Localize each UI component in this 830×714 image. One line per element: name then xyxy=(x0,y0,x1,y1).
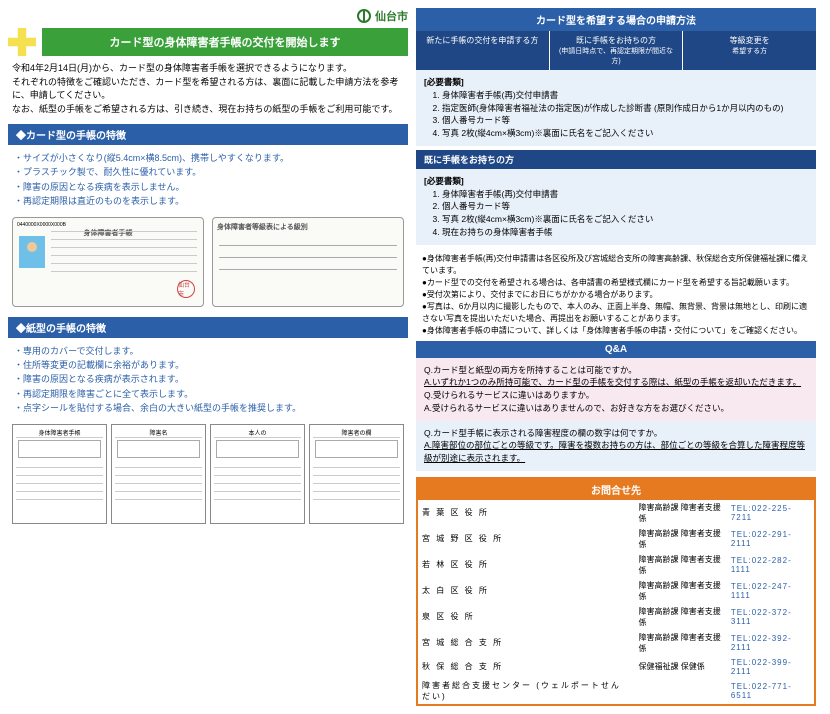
contact-row: 青 葉 区 役 所障害高齢課 障害者支援係TEL:022-225-7211 xyxy=(418,500,814,526)
qa-a: A.障害部位の部位ごとの等級です。障害を複数お持ちの方は、部位ごとの等級を合算し… xyxy=(424,439,808,465)
bullet-item: 住所等変更の記載欄に余裕があります。 xyxy=(14,358,408,372)
contact-tel: TEL:022-392-2111 xyxy=(727,630,814,656)
card-section-header: ◆カード型の手帳の特徴 xyxy=(8,124,408,145)
bullet-item: 障害の原因となる疾病が表示されます。 xyxy=(14,372,408,386)
city-header: 仙台市 xyxy=(8,8,408,24)
paper-sample-item: 本人の xyxy=(210,424,305,524)
contact-row: 太 白 区 役 所障害高齢課 障害者支援係TEL:022-247-1111 xyxy=(418,578,814,604)
city-name: 仙台市 xyxy=(375,8,408,24)
bullet-item: 障害の原因となる疾病を表示しません。 xyxy=(14,180,408,194)
card-bullets: サイズが小さくなり(縦5.4cm×横8.5cm)、携帯しやすくなります。プラスチ… xyxy=(8,151,408,209)
plus-icon xyxy=(8,28,36,56)
contact-dept: 障害高齢課 障害者支援係 xyxy=(635,578,727,604)
contact-dept: 障害高齢課 障害者支援係 xyxy=(635,604,727,630)
contact-header: お問合せ先 xyxy=(418,479,814,500)
contact-office: 宮 城 野 区 役 所 xyxy=(418,526,635,552)
contact-tel: TEL:022-771-6511 xyxy=(727,678,814,704)
bullet-item: 再認定期限を障害ごとに全て表示します。 xyxy=(14,387,408,401)
contact-row: 宮 城 野 区 役 所障害高齢課 障害者支援係TEL:022-291-2111 xyxy=(418,526,814,552)
bullet-item: 再認定期限は直近のものを表示します。 xyxy=(14,194,408,208)
contact-table: 青 葉 区 役 所障害高齢課 障害者支援係TEL:022-225-7211宮 城… xyxy=(418,500,814,704)
main-title: カード型の身体障害者手帳の交付を開始します xyxy=(42,28,408,56)
req-item: 身体障害者手帳(再)交付申請書 xyxy=(442,89,808,102)
sub-header-2: 既に手帳をお持ちの方 xyxy=(416,150,816,169)
intro-text: 令和4年2月14日(月)から、カード型の身体障害者手帳を選択できるようになります… xyxy=(8,62,408,116)
req-item: 写真 2枚(縦4cm×横3cm)※裏面に氏名をご記入ください xyxy=(442,213,808,226)
note-item: 身体障害者手帳(再)交付申請書は各区役所及び宮城総合支所の障害高齢課、秋保総合支… xyxy=(422,253,810,277)
paper-sample-item: 障害者の欄 xyxy=(309,424,404,524)
notes-block: 身体障害者手帳(再)交付申請書は各区役所及び宮城総合支所の障害高齢課、秋保総合支… xyxy=(416,249,816,341)
requirements-box-1: [必要書類] 身体障害者手帳(再)交付申請書指定医師(身体障害者福祉法の指定医)… xyxy=(416,70,816,146)
contact-tel: TEL:022-372-3111 xyxy=(727,604,814,630)
contact-dept: 保健福祉課 保健係 xyxy=(635,656,727,678)
req-item: 個人番号カード等 xyxy=(442,114,808,127)
qa-a2: A.受けられるサービスに違いはありませんので、お好きな方をお選びください。 xyxy=(424,402,808,415)
contact-row: 若 林 区 役 所障害高齢課 障害者支援係TEL:022-282-1111 xyxy=(418,552,814,578)
requirements-box-2: [必要書類] 身体障害者手帳(再)交付申請書個人番号カード等写真 2枚(縦4cm… xyxy=(416,169,816,245)
qa-q: Q.カード型手帳に表示される障害程度の欄の数字は何ですか。 xyxy=(424,427,808,440)
main-banner: カード型の身体障害者手帳の交付を開始します xyxy=(8,28,408,56)
bullet-item: 専用のカバーで交付します。 xyxy=(14,344,408,358)
card-back-sample: 身体障害者等級表による級別 xyxy=(212,217,404,307)
req-item: 身体障害者手帳(再)交付申請書 xyxy=(442,188,808,201)
paper-sample-item: 障害名 xyxy=(111,424,206,524)
contact-office: 宮 城 総 合 支 所 xyxy=(418,630,635,656)
bullet-item: プラスチック製で、耐久性に優れています。 xyxy=(14,165,408,179)
contact-dept xyxy=(635,678,727,704)
req-title-2: [必要書類] xyxy=(424,175,808,188)
contact-row: 宮 城 総 合 支 所障害高齢課 障害者支援係TEL:022-392-2111 xyxy=(418,630,814,656)
contact-tel: TEL:022-399-2111 xyxy=(727,656,814,678)
method-tab: 等級変更を希望する方 xyxy=(683,31,816,70)
contact-row: 障害者総合支援センター (ウェルポートせんだい) TEL:022-771-6511 xyxy=(418,678,814,704)
city-logo-icon xyxy=(357,9,371,23)
paper-sample-item: 身体障害者手帳 xyxy=(12,424,107,524)
qa-a: A.いずれか1つのみ所持可能で、カード型の手帳を交付する際は、紙型の手帳を返却い… xyxy=(424,376,808,389)
qa-item-1: Q.カード型と紙型の両方を所持することは可能ですか。 A.いずれか1つのみ所持可… xyxy=(416,358,816,421)
contact-box: お問合せ先 青 葉 区 役 所障害高齢課 障害者支援係TEL:022-225-7… xyxy=(416,477,816,706)
paper-bullets: 専用のカバーで交付します。住所等変更の記載欄に余裕があります。障害の原因となる疾… xyxy=(8,344,408,416)
req-item: 写真 2枚(縦4cm×横3cm)※裏面に氏名をご記入ください xyxy=(442,127,808,140)
contact-row: 秋 保 総 合 支 所保健福祉課 保健係TEL:022-399-2111 xyxy=(418,656,814,678)
stamp-icon: 仙台市 xyxy=(177,280,195,298)
photo-placeholder-icon xyxy=(19,236,45,268)
contact-dept: 障害高齢課 障害者支援係 xyxy=(635,552,727,578)
card-back-title: 身体障害者等級表による級別 xyxy=(217,222,399,232)
method-header: カード型を希望する場合の申請方法 xyxy=(416,8,816,31)
req-title: [必要書類] xyxy=(424,76,808,89)
bullet-item: サイズが小さくなり(縦5.4cm×横8.5cm)、携帯しやすくなります。 xyxy=(14,151,408,165)
qa-header: Q&A xyxy=(416,341,816,358)
note-item: 受付次第により、交付までにお日にちがかかる場合があります。 xyxy=(422,289,810,301)
qa-q2: Q.受けられるサービスに違いはありますか。 xyxy=(424,389,808,402)
contact-office: 太 白 区 役 所 xyxy=(418,578,635,604)
note-item: 身体障害者手帳の申請について、詳しくは「身体障害者手帳の申請・交付について」をご… xyxy=(422,325,810,337)
paper-section-header: ◆紙型の手帳の特徴 xyxy=(8,317,408,338)
contact-dept: 障害高齢課 障害者支援係 xyxy=(635,526,727,552)
contact-office: 障害者総合支援センター (ウェルポートせんだい) xyxy=(418,678,635,704)
contact-tel: TEL:022-247-1111 xyxy=(727,578,814,604)
method-tab: 新たに手帳の交付を申請する方 xyxy=(416,31,550,70)
contact-office: 青 葉 区 役 所 xyxy=(418,500,635,526)
contact-tel: TEL:022-282-1111 xyxy=(727,552,814,578)
qa-q: Q.カード型と紙型の両方を所持することは可能ですか。 xyxy=(424,364,808,377)
card-front-sample: 0440000X0000X000B 身体障害者手帳 仙台市 xyxy=(12,217,204,307)
contact-office: 秋 保 総 合 支 所 xyxy=(418,656,635,678)
method-tabs: 新たに手帳の交付を申請する方既に手帳をお持ちの方(申請日時点で、再認定期限が間近… xyxy=(416,31,816,70)
note-item: カード型での交付を希望される場合は、各申請書の希望様式欄にカード型を希望する旨記… xyxy=(422,277,810,289)
note-item: 写真は、6か月以内に撮影したもので、本人のみ、正面上半身、無帽、無背景、背景は無… xyxy=(422,301,810,325)
method-tab: 既に手帳をお持ちの方(申請日時点で、再認定期限が間近な方) xyxy=(550,31,684,70)
card-samples: 0440000X0000X000B 身体障害者手帳 仙台市 身体障害者等級表によ… xyxy=(8,217,408,307)
req-item: 現在お持ちの身体障害者手帳 xyxy=(442,226,808,239)
contact-dept: 障害高齢課 障害者支援係 xyxy=(635,500,727,526)
contact-dept: 障害高齢課 障害者支援係 xyxy=(635,630,727,656)
paper-samples: 身体障害者手帳障害名本人の障害者の欄 xyxy=(8,424,408,524)
contact-tel: TEL:022-291-2111 xyxy=(727,526,814,552)
contact-office: 若 林 区 役 所 xyxy=(418,552,635,578)
req-item: 個人番号カード等 xyxy=(442,200,808,213)
contact-office: 泉 区 役 所 xyxy=(418,604,635,630)
contact-tel: TEL:022-225-7211 xyxy=(727,500,814,526)
qa-item-2: Q.カード型手帳に表示される障害程度の欄の数字は何ですか。 A.障害部位の部位ご… xyxy=(416,421,816,471)
req-item: 指定医師(身体障害者福祉法の指定医)が作成した診断書 (原則作成日から1か月以内… xyxy=(442,102,808,115)
bullet-item: 点字シールを貼付する場合、余白の大きい紙型の手帳を推奨します。 xyxy=(14,401,408,415)
contact-row: 泉 区 役 所障害高齢課 障害者支援係TEL:022-372-3111 xyxy=(418,604,814,630)
